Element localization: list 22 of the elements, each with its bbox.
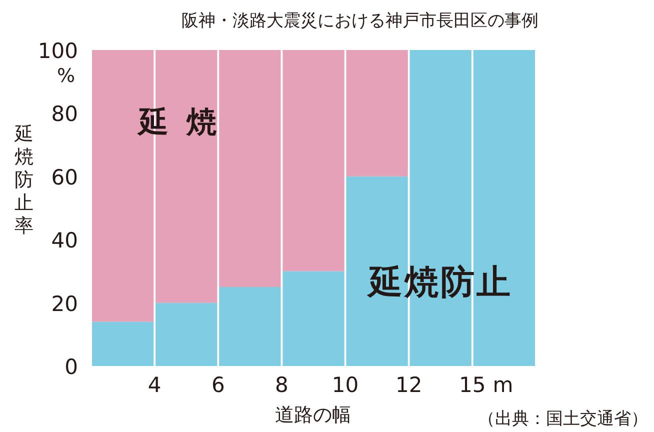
- text: 8: [275, 373, 288, 397]
- series-label: 延焼: [136, 105, 234, 140]
- text: m: [492, 373, 514, 397]
- y-tick-label: 60: [51, 165, 78, 190]
- y-tick-label: 20: [51, 292, 78, 316]
- text: 12: [395, 373, 422, 397]
- y-tick-label: 100: [38, 39, 78, 63]
- x-axis-title: 道路の幅: [275, 404, 351, 426]
- text: 15: [459, 373, 486, 397]
- y-axis-title: 延焼防止率: [14, 123, 34, 237]
- chart-title: 阪神・淡路大震災における神戸市長田区の事例: [182, 11, 538, 31]
- text: 10: [332, 373, 359, 397]
- y-tick-label: 40: [51, 228, 78, 253]
- text: 6: [211, 373, 225, 397]
- text: 4: [148, 373, 162, 397]
- bar: [92, 322, 154, 366]
- text: （出典：国土交通省）: [478, 409, 648, 429]
- bar: [473, 50, 535, 366]
- y-tick-label: 0: [64, 355, 78, 379]
- text: %: [56, 65, 76, 87]
- y-tick-label: 80: [51, 102, 78, 126]
- bar: [156, 302, 218, 366]
